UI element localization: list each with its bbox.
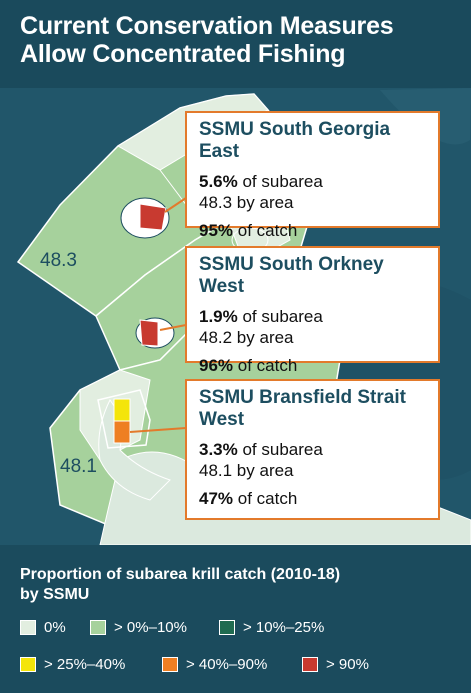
callout-catch-text: of catch	[233, 489, 298, 508]
bransfield-strait-west-ssmu	[113, 420, 131, 444]
legend-title-line-1: Proportion of subarea krill catch (2010-…	[20, 566, 341, 583]
callout-catch-pct: 96%	[199, 356, 234, 375]
callout-leader-1	[164, 197, 187, 213]
callout-area-text: 48.1 by area	[199, 461, 294, 480]
callout-subarea-share: 3.3% of subarea	[199, 439, 428, 460]
callout-catch-share: 95% of catch	[199, 220, 428, 241]
legend-item-2: > 10%–25%	[219, 619, 324, 636]
south-georgia-east-ssmu	[139, 203, 167, 231]
legend-label-5: > 90%	[326, 656, 369, 673]
legend-item-4: > 40%–90%	[162, 656, 267, 673]
callout-south-georgia-east: SSMU South Georgia East 5.6% of subarea …	[185, 111, 440, 240]
title-band: Current Conservation Measures Allow Conc…	[0, 0, 471, 88]
callout-leader-2	[159, 324, 187, 331]
callout-catch-text: of catch	[233, 221, 298, 240]
callout-subarea-text: of subarea	[237, 172, 323, 191]
subarea-label-48-3: 48.3	[40, 250, 77, 271]
legend-label-1: > 0%–10%	[114, 619, 187, 636]
callout-subarea-text: of subarea	[237, 440, 323, 459]
legend-title-line-2: by SSMU	[20, 586, 90, 603]
legend-title: Proportion of subarea krill catch (2010-…	[20, 565, 340, 605]
callout-title-line-2: West	[199, 409, 245, 430]
callout-bransfield-strait-west: SSMU Bransfield Strait West 3.3% of subar…	[185, 379, 440, 520]
legend-swatch-0	[20, 620, 36, 635]
page-title: Current Conservation Measures Allow Conc…	[20, 12, 394, 68]
callout-subarea-pct: 1.9%	[199, 307, 238, 326]
legend-item-1: > 0%–10%	[90, 619, 187, 636]
callout-catch-share: 47% of catch	[199, 488, 428, 509]
peninsula-ssmu-outline	[97, 389, 151, 449]
callout-title-line-1: SSMU Bransfield Strait	[199, 387, 406, 408]
callout-catch-pct: 47%	[199, 489, 234, 508]
legend-label-0: 0%	[44, 619, 66, 636]
title-line-1: Current Conservation Measures	[20, 12, 394, 40]
callout-title: SSMU South Orkney West	[199, 254, 384, 297]
callout-title: SSMU South Georgia East	[199, 119, 391, 162]
legend-swatch-3	[20, 657, 36, 672]
callout-subarea-pct: 3.3%	[199, 440, 238, 459]
callout-title: SSMU Bransfield Strait West	[199, 387, 428, 431]
legend-label-4: > 40%–90%	[186, 656, 268, 673]
legend-swatch-1	[90, 620, 106, 635]
legend-label-2: > 10%–25%	[243, 619, 325, 636]
legend-item-3: > 25%–40%	[20, 656, 125, 673]
title-line-2: Allow Concentrated Fishing	[20, 40, 346, 68]
legend-item-0: 0%	[20, 619, 66, 636]
callout-area-text: 48.2 by area	[199, 328, 294, 347]
legend-swatch-2	[219, 620, 235, 635]
legend-swatch-5	[302, 657, 318, 672]
legend-label-3: > 25%–40%	[44, 656, 126, 673]
south-orkney-west-ssmu	[139, 319, 159, 347]
legend: Proportion of subarea krill catch (2010-…	[0, 545, 471, 693]
legend-swatch-4	[162, 657, 178, 672]
callout-subarea-share: 1.9% of subarea	[199, 306, 428, 327]
callout-subarea-share: 5.6% of subarea	[199, 171, 428, 192]
callout-leader-3	[129, 427, 187, 433]
callout-catch-pct: 95%	[199, 221, 234, 240]
callout-catch-text: of catch	[233, 356, 298, 375]
callout-catch-share: 96% of catch	[199, 355, 428, 376]
callout-subarea-pct: 5.6%	[199, 172, 238, 191]
callout-subarea-text: of subarea	[237, 307, 323, 326]
legend-item-5: > 90%	[302, 656, 369, 673]
bransfield-strait-east-ssmu	[113, 398, 131, 422]
subarea-label-48-1: 48.1	[60, 456, 97, 477]
callout-area-text: 48.3 by area	[199, 193, 294, 212]
callout-south-orkney-west: SSMU South Orkney West 1.9% of subarea 4…	[185, 246, 440, 375]
